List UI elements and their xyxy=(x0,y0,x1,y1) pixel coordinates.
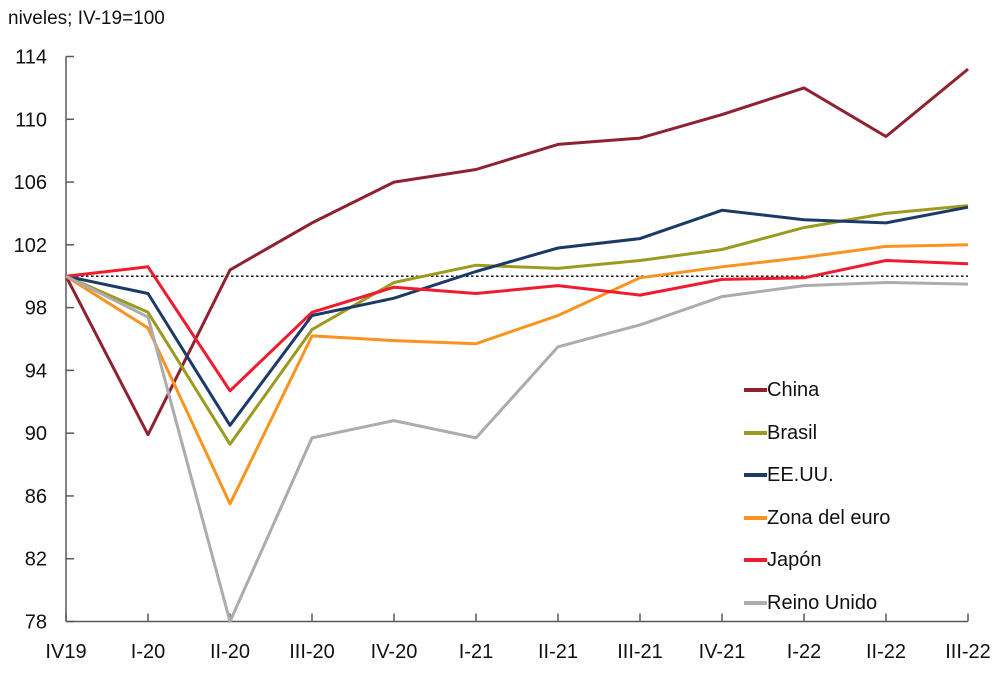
y-tick-label: 82 xyxy=(25,549,47,571)
x-tick-label: II-22 xyxy=(866,641,906,663)
legend: China Brasil EE.UU. Zona del euro Japón … xyxy=(744,369,890,624)
x-tick-label: III-22 xyxy=(945,641,991,663)
y-tick-label: 114 xyxy=(15,47,47,69)
y-tick-label: 110 xyxy=(15,109,47,131)
legend-label: Reino Unido xyxy=(767,591,878,614)
x-tick-label: IV19 xyxy=(45,641,86,663)
y-tick-label: 98 xyxy=(25,298,47,320)
x-tick-label: IV-21 xyxy=(699,641,746,663)
legend-swatch-china xyxy=(744,388,767,393)
legend-label: Japón xyxy=(767,549,822,572)
x-tick-label: IV-20 xyxy=(371,641,418,663)
x-tick-label: II-20 xyxy=(210,641,250,663)
series-line-zona-del-euro xyxy=(65,243,969,506)
legend-swatch-brasil xyxy=(744,430,767,435)
legend-item-japon: Japón xyxy=(744,539,890,582)
legend-swatch-reino-unido xyxy=(744,600,767,605)
y-tick-label: 106 xyxy=(14,172,47,194)
y-tick-label: 78 xyxy=(25,612,47,634)
series-line-brasil xyxy=(65,204,969,446)
x-tick-label: I-21 xyxy=(459,641,493,663)
y-tick-label: 94 xyxy=(25,360,47,382)
legend-item-brasil: Brasil xyxy=(744,412,890,455)
legend-item-reino-unido: Reino Unido xyxy=(744,582,890,625)
x-tick-label: III-20 xyxy=(289,641,335,663)
legend-label: Zona del euro xyxy=(767,506,891,529)
x-tick-label: I-20 xyxy=(131,641,165,663)
series-line-reino-unido xyxy=(65,274,969,623)
legend-item-eeuu: EE.UU. xyxy=(744,454,890,497)
x-tick-label: II-21 xyxy=(538,641,578,663)
x-tick-label: I-22 xyxy=(787,641,821,663)
legend-label: China xyxy=(767,379,820,402)
y-tick-label: 102 xyxy=(14,235,47,257)
x-tick-label: III-21 xyxy=(617,641,663,663)
legend-item-china: China xyxy=(744,369,890,412)
legend-swatch-zona-del-euro xyxy=(744,515,767,520)
series-line-jap-n xyxy=(65,259,969,393)
legend-item-zona-del-euro: Zona del euro xyxy=(744,497,890,540)
chart-title: niveles; IV-19=100 xyxy=(8,8,165,29)
legend-label: EE.UU. xyxy=(767,464,834,487)
y-tick-label: 90 xyxy=(25,423,47,445)
series-line-ee-uu xyxy=(65,205,969,427)
legend-label: Brasil xyxy=(767,421,818,444)
y-tick-label: 86 xyxy=(25,486,47,508)
legend-swatch-eeuu xyxy=(744,473,767,478)
legend-swatch-japon xyxy=(744,558,767,563)
series-line-china xyxy=(64,67,969,437)
